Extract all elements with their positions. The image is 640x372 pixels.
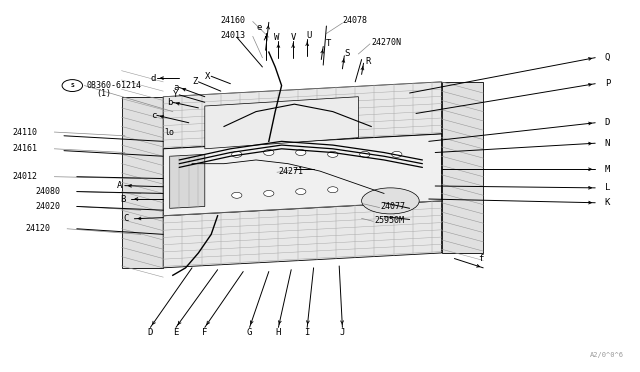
Text: N: N — [605, 139, 610, 148]
Polygon shape — [205, 97, 358, 149]
Circle shape — [392, 151, 402, 157]
Text: e: e — [257, 23, 262, 32]
Text: 24110: 24110 — [13, 128, 38, 137]
Text: E: E — [173, 328, 179, 337]
Text: 24020: 24020 — [35, 202, 60, 211]
Text: A: A — [117, 181, 122, 190]
Text: M: M — [605, 165, 610, 174]
Text: W: W — [274, 33, 279, 42]
Text: Z: Z — [193, 77, 198, 86]
Text: 25950M: 25950M — [374, 216, 404, 225]
Text: F: F — [202, 328, 207, 337]
Text: Q: Q — [605, 53, 610, 62]
Text: P: P — [605, 79, 610, 88]
Text: H: H — [276, 328, 281, 337]
Text: J: J — [340, 328, 345, 337]
Circle shape — [264, 190, 274, 196]
Text: T: T — [326, 39, 331, 48]
Text: 24160: 24160 — [221, 16, 246, 25]
Text: 24270N: 24270N — [371, 38, 401, 47]
Text: D: D — [148, 328, 153, 337]
Polygon shape — [163, 201, 442, 268]
Circle shape — [296, 150, 306, 155]
Text: U: U — [307, 31, 312, 40]
Text: X: X — [205, 72, 211, 81]
Text: V: V — [291, 33, 296, 42]
Text: S: S — [70, 83, 74, 88]
Polygon shape — [122, 97, 163, 268]
Text: lo: lo — [164, 128, 175, 137]
Text: d: d — [151, 74, 156, 83]
Text: A2/0^0^6: A2/0^0^6 — [590, 352, 624, 358]
Text: 24078: 24078 — [342, 16, 367, 25]
Text: K: K — [605, 198, 610, 207]
Text: 24077: 24077 — [381, 202, 406, 211]
Text: f: f — [479, 254, 484, 263]
Text: 08360-61214: 08360-61214 — [86, 81, 141, 90]
Text: 24271: 24271 — [278, 167, 303, 176]
Circle shape — [296, 189, 306, 195]
Text: Y: Y — [173, 90, 179, 99]
Polygon shape — [442, 82, 483, 253]
Text: b: b — [167, 98, 172, 107]
Circle shape — [328, 187, 338, 193]
Text: G: G — [247, 328, 252, 337]
Text: I: I — [305, 328, 310, 337]
Text: (1): (1) — [96, 89, 111, 98]
Circle shape — [360, 151, 370, 157]
Text: C: C — [124, 214, 129, 223]
Circle shape — [328, 151, 338, 157]
Polygon shape — [170, 154, 205, 208]
Text: 24161: 24161 — [13, 144, 38, 153]
Text: 24012: 24012 — [13, 172, 38, 181]
Text: D: D — [605, 118, 610, 127]
Circle shape — [264, 150, 274, 155]
Circle shape — [232, 151, 242, 157]
Polygon shape — [163, 82, 442, 149]
Text: 24080: 24080 — [35, 187, 60, 196]
Text: c: c — [151, 111, 156, 120]
Text: R: R — [365, 57, 371, 66]
Text: B: B — [120, 195, 125, 203]
Text: a: a — [173, 83, 179, 92]
Ellipse shape — [362, 188, 419, 214]
Text: S: S — [344, 49, 349, 58]
Text: L: L — [605, 183, 610, 192]
Circle shape — [232, 192, 242, 198]
Polygon shape — [163, 134, 442, 216]
Text: 24013: 24013 — [221, 31, 246, 40]
Text: 24120: 24120 — [26, 224, 51, 233]
